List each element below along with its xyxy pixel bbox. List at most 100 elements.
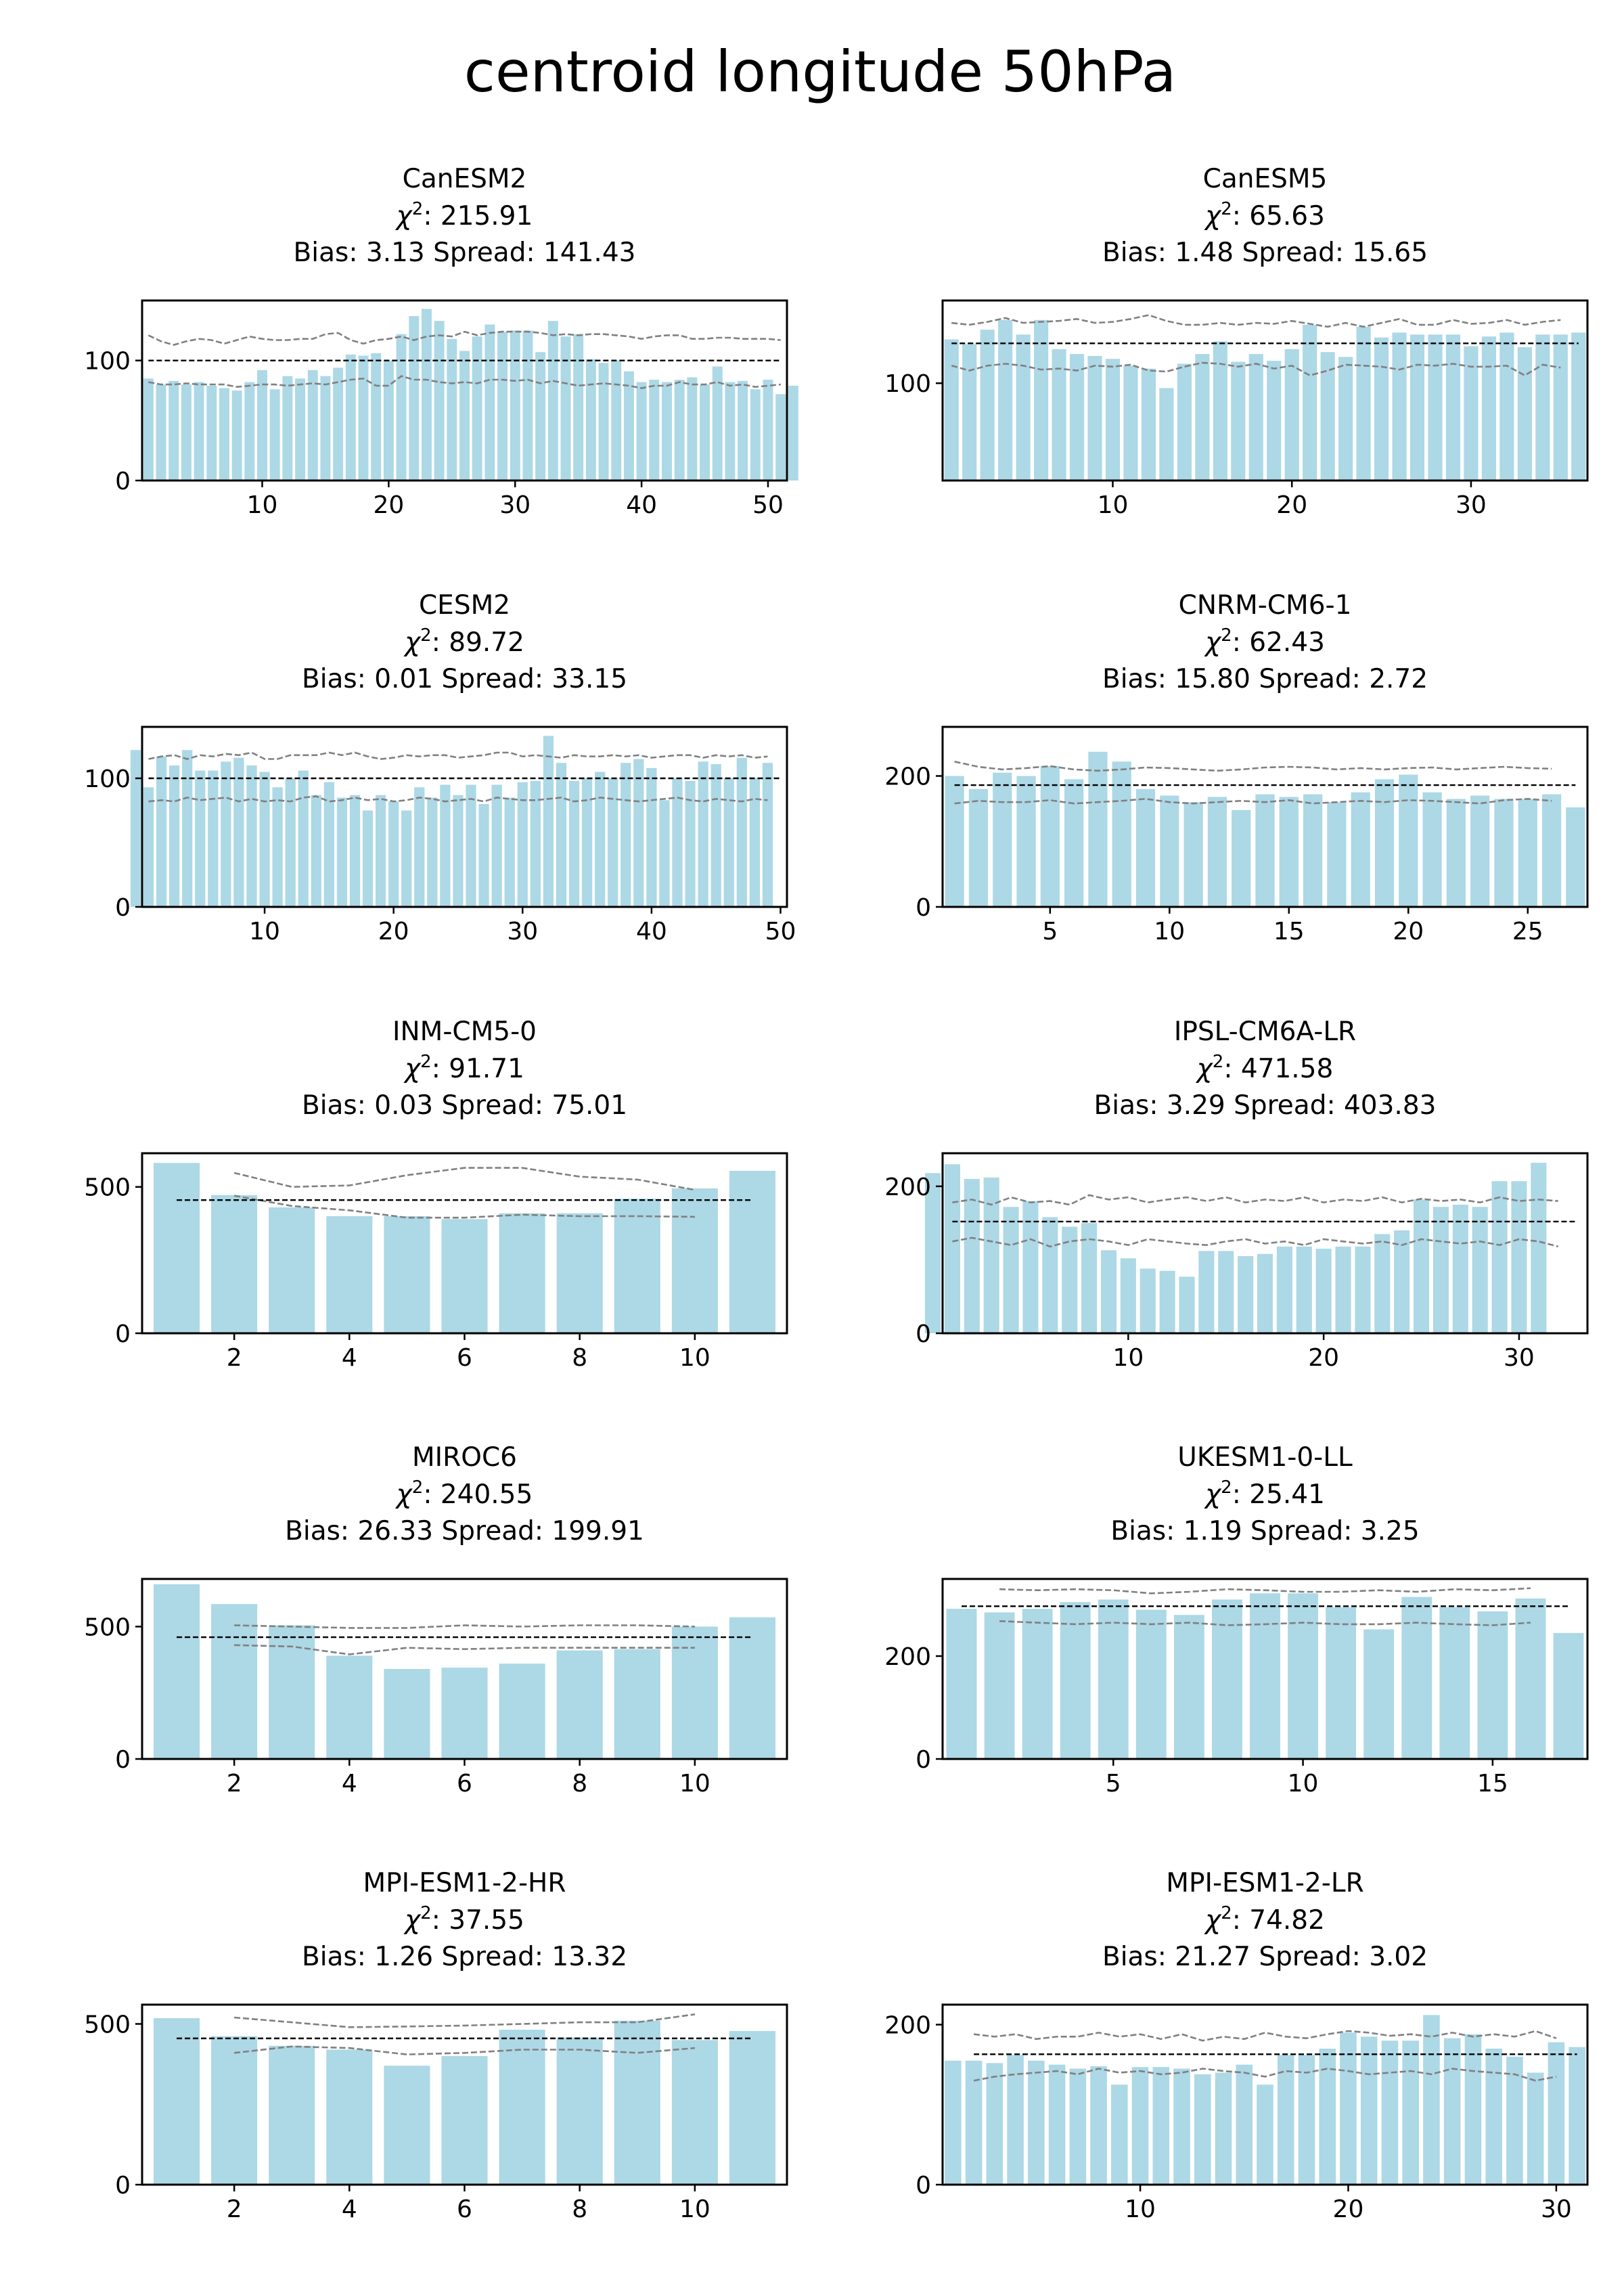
axes-frame	[941, 726, 1589, 908]
bar	[231, 391, 242, 481]
bar	[499, 2030, 545, 2185]
bar	[621, 763, 631, 907]
bar	[993, 772, 1012, 907]
bar	[1303, 794, 1323, 907]
bar	[685, 780, 696, 907]
bar	[1022, 1201, 1039, 1333]
bar	[1064, 779, 1084, 907]
y-tick-label: 0	[115, 468, 131, 495]
y-tick-label: 0	[115, 1746, 131, 1774]
bar	[441, 1219, 488, 1333]
bar	[396, 334, 407, 481]
y-tick-label: 100	[884, 370, 931, 398]
bar	[401, 810, 412, 907]
bar	[674, 380, 685, 481]
x-tick-label: 10	[1125, 2195, 1156, 2223]
x-tick-label: 8	[572, 1344, 587, 1372]
panel-title: CanESM5	[1203, 164, 1328, 194]
bar	[968, 788, 989, 907]
x-tick-label: 30	[499, 491, 531, 519]
bar	[168, 380, 179, 481]
bar	[421, 309, 432, 481]
band-upper-line	[148, 751, 768, 760]
bar	[608, 778, 618, 907]
axes-frame	[941, 1578, 1589, 1760]
bar	[1351, 792, 1370, 907]
bar	[1060, 1602, 1091, 1759]
band-lower-line	[233, 2045, 696, 2055]
bar	[311, 795, 321, 907]
bar	[568, 780, 580, 907]
x-tick-label: 20	[1333, 2195, 1364, 2223]
bar	[1215, 2072, 1232, 2185]
x-tick-label: 40	[636, 918, 667, 945]
y-tick-label: 500	[84, 1174, 131, 1202]
bar	[1315, 1249, 1332, 1333]
bar	[1123, 365, 1138, 481]
bar	[1335, 1246, 1351, 1333]
bar	[1515, 1598, 1546, 1759]
bar	[211, 2036, 258, 2185]
bar	[763, 380, 773, 481]
bar	[1296, 1246, 1312, 1333]
bar	[1141, 368, 1156, 481]
y-tick-label: 200	[884, 1643, 931, 1671]
x-tick-label: 10	[1288, 1770, 1319, 1798]
bar	[156, 384, 166, 481]
bar	[1179, 1276, 1195, 1333]
x-tick-label: 10	[679, 1344, 710, 1372]
bar	[349, 795, 361, 907]
bar	[1152, 2067, 1170, 2185]
x-tick-label: 30	[507, 918, 538, 945]
band-upper-line	[148, 330, 781, 346]
bar	[1081, 1223, 1098, 1333]
bar	[1319, 2049, 1336, 2185]
bar	[729, 1617, 775, 1759]
bar	[560, 336, 571, 481]
bar	[246, 765, 257, 907]
bar	[762, 763, 773, 907]
y-tick-label: 100	[84, 348, 131, 376]
bar	[671, 1188, 718, 1333]
panel-chi2: χ2: 471.58	[1196, 1052, 1334, 1084]
bar	[441, 2056, 488, 2185]
bar	[211, 1195, 258, 1333]
bar	[282, 376, 293, 481]
panel-chi2: χ2: 215.91	[395, 199, 533, 231]
bar	[1276, 1246, 1292, 1333]
panel-3: CESM2 χ2: 89.72 Bias: 0.01 Spread: 33.15 0 1…	[84, 590, 796, 945]
bar	[1535, 334, 1550, 481]
band-lower-line	[233, 1195, 695, 1219]
x-tick-label: 6	[457, 1344, 472, 1372]
bar	[336, 797, 348, 907]
bar	[1288, 1593, 1318, 1759]
bar	[775, 394, 786, 481]
bar	[1277, 2055, 1294, 2185]
bar	[1016, 776, 1036, 907]
bar	[1218, 1251, 1234, 1333]
bar	[1381, 2041, 1399, 2185]
bar	[1422, 792, 1442, 907]
y-tick-label: 100	[84, 765, 131, 793]
bar	[614, 1199, 660, 1333]
bar	[130, 750, 141, 907]
bar	[295, 378, 306, 481]
bar	[1069, 354, 1085, 481]
bar	[326, 2049, 373, 2185]
bar	[1140, 1268, 1156, 1333]
x-tick-label: 5	[1042, 918, 1058, 945]
x-tick-label: 10	[1154, 918, 1185, 945]
bar	[1494, 799, 1514, 907]
bar	[257, 370, 267, 481]
axes-frame	[941, 299, 1589, 482]
panel-4: CNRM-CM6-1 χ2: 62.43 Bias: 15.80 Spread: 2…	[884, 590, 1589, 945]
bar	[729, 1170, 775, 1333]
band-lower-line	[952, 1236, 1559, 1248]
bar	[434, 321, 445, 481]
bar	[478, 804, 489, 907]
x-tick-label: 15	[1477, 1770, 1508, 1798]
bar	[1052, 349, 1066, 481]
bar	[1236, 2064, 1253, 2185]
panel-title: IPSL-CM6A-LR	[1174, 1017, 1356, 1047]
